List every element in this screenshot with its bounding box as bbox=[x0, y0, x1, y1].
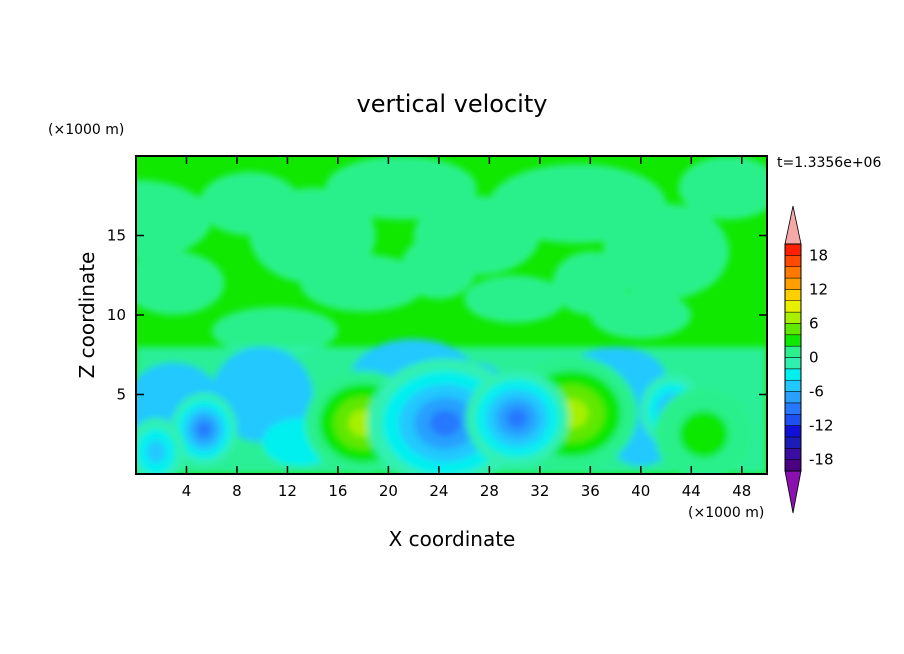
colorbar-segment bbox=[784, 379, 802, 392]
colorbar-segment bbox=[784, 357, 802, 370]
colorbar-segment bbox=[784, 323, 802, 336]
downdraft-cell bbox=[465, 370, 569, 467]
y-axis-label: Z coordinate bbox=[75, 252, 99, 379]
colorbar-segment bbox=[784, 425, 802, 438]
x-tick-label: 4 bbox=[182, 482, 192, 500]
colorbar-segment bbox=[784, 436, 802, 449]
chart-title: vertical velocity bbox=[357, 90, 548, 118]
colorbar-tick-label: 6 bbox=[809, 314, 819, 332]
colorbar-tick-label: -6 bbox=[809, 383, 824, 401]
colorbar-under-arrow bbox=[784, 470, 802, 514]
colorbar-segment bbox=[784, 277, 802, 290]
colorbar-frame bbox=[784, 243, 802, 472]
field-patch bbox=[401, 235, 477, 300]
colorbar: 18 12 6 0 -6 -12 -18 bbox=[784, 205, 834, 514]
colorbar-tick-label: -18 bbox=[809, 451, 834, 469]
colorbar-tick-label: 18 bbox=[809, 246, 828, 264]
field-patch bbox=[136, 179, 212, 260]
time-label: t=1.3356e+06 bbox=[777, 155, 881, 171]
x-tick-label: 44 bbox=[682, 482, 701, 500]
x-tick-label: 8 bbox=[232, 482, 242, 500]
colorbar-segment bbox=[784, 334, 802, 347]
colorbar-segment bbox=[784, 459, 802, 472]
colorbar-segment bbox=[784, 414, 802, 426]
x-tick-label: 32 bbox=[530, 482, 549, 500]
x-tick-label: 20 bbox=[379, 482, 398, 500]
colorbar-segment bbox=[784, 243, 802, 256]
y-axis-ticks: 5 10 15 bbox=[107, 227, 767, 404]
y-axis-unit: (×1000 m) bbox=[48, 122, 124, 138]
colorbar-tick-label: 0 bbox=[809, 349, 819, 367]
colorbar-tick-label: 12 bbox=[809, 280, 828, 298]
colorbar-segment bbox=[784, 311, 802, 324]
field-patch bbox=[552, 251, 629, 315]
y-tick-label: 5 bbox=[116, 386, 126, 404]
colorbar-segment bbox=[784, 448, 802, 460]
colorbar-segment bbox=[784, 300, 802, 313]
x-tick-label: 12 bbox=[278, 482, 297, 500]
x-axis-unit: (×1000 m) bbox=[688, 505, 764, 521]
colorbar-segment bbox=[784, 289, 802, 301]
velocity-field bbox=[136, 156, 767, 474]
field-patch bbox=[464, 275, 566, 323]
y-tick-label: 15 bbox=[107, 227, 126, 245]
x-tick-label: 24 bbox=[429, 482, 448, 500]
field-patch bbox=[300, 254, 427, 312]
updraft-cell bbox=[654, 387, 754, 474]
y-tick-label: 10 bbox=[107, 306, 126, 324]
colorbar-segment bbox=[784, 391, 802, 404]
colorbar-segment bbox=[784, 368, 802, 381]
downdraft-cell bbox=[136, 417, 185, 474]
field-patch bbox=[678, 156, 767, 220]
colorbar-segment bbox=[784, 266, 802, 279]
x-tick-label: 40 bbox=[631, 482, 650, 500]
colorbar-segment bbox=[784, 255, 802, 267]
x-axis-ticks: 4 8 12 16 20 24 28 32 36 40 44 48 bbox=[182, 156, 751, 500]
x-tick-label: 28 bbox=[480, 482, 499, 500]
x-axis-label: X coordinate bbox=[389, 527, 516, 551]
x-tick-label: 48 bbox=[732, 482, 751, 500]
field-patch bbox=[136, 251, 225, 315]
field-patch bbox=[602, 203, 730, 300]
x-tick-label: 16 bbox=[328, 482, 347, 500]
field-patch bbox=[211, 307, 338, 355]
colorbar-over-arrow bbox=[784, 205, 802, 245]
colorbar-segment bbox=[784, 402, 802, 415]
field-patch bbox=[211, 346, 313, 443]
downdraft-cell bbox=[170, 392, 238, 467]
colorbar-tick-label: -12 bbox=[809, 417, 834, 435]
x-tick-label: 36 bbox=[581, 482, 600, 500]
colorbar-segment bbox=[784, 345, 802, 358]
